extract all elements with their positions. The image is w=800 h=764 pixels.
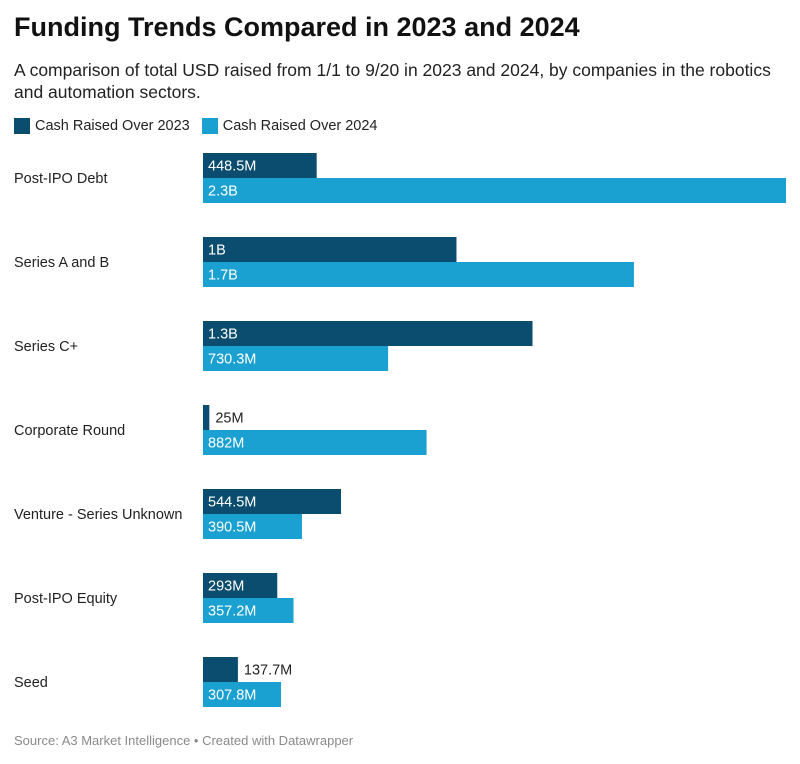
data-label-2023: 137.7M [244,663,292,679]
data-label-2023: 293M [208,579,244,595]
data-label-2023: 448.5M [208,159,256,175]
bar-2024 [203,598,294,623]
data-label-2024: 357.2M [208,604,256,620]
bar-2024 [203,346,389,371]
bar-2023 [203,489,342,514]
legend-item-2024: Cash Raised Over 2024 [201,118,378,134]
bar-2024 [203,262,634,287]
bar-2023 [203,153,317,178]
legend-label-2024: Cash Raised Over 2024 [222,118,378,134]
data-label-2024: 307.8M [208,688,256,704]
bar-2023 [203,573,278,598]
category-label: Corporate Round [14,423,125,439]
data-label-2023: 25M [215,411,243,427]
data-label-2024: 730.3M [208,352,256,368]
data-label-2024: 882M [208,436,244,452]
data-label-2024: 1.7B [208,268,238,284]
data-label-2024: 2.3B [208,184,238,200]
bar-2023 [203,321,533,346]
legend-label-2023: Cash Raised Over 2023 [35,118,190,134]
legend: Cash Raised Over 2023 Cash Raised Over 2… [14,117,390,135]
category-label: Post-IPO Equity [14,591,118,607]
bar-2024 [203,514,302,539]
category-label: Seed [14,675,48,691]
category-label: Venture - Series Unknown [14,507,182,523]
bar-2023 [203,657,238,682]
category-label: Series A and B [14,255,109,271]
category-label: Series C+ [14,339,78,355]
bar-2023 [203,237,457,262]
data-label-2023: 544.5M [208,495,256,511]
chart-title: Funding Trends Compared in 2023 and 2024 [14,12,580,42]
bar-2023 [203,405,210,430]
data-label-2023: 1B [208,243,226,259]
bar-2024 [203,430,427,455]
legend-item-2023: Cash Raised Over 2023 [14,118,190,134]
legend-swatch-2024 [201,118,218,134]
source-note: Source: A3 Market Intelligence • Created… [14,733,354,748]
bar-2024 [203,178,786,203]
category-label: Post-IPO Debt [14,171,107,187]
bar-2024 [203,682,282,707]
legend-swatch-2023 [14,118,30,134]
data-label-2024: 390.5M [208,520,256,536]
data-label-2023: 1.3B [208,327,238,343]
chart-subtitle: A comparison of total USD raised from 1/… [14,60,771,102]
